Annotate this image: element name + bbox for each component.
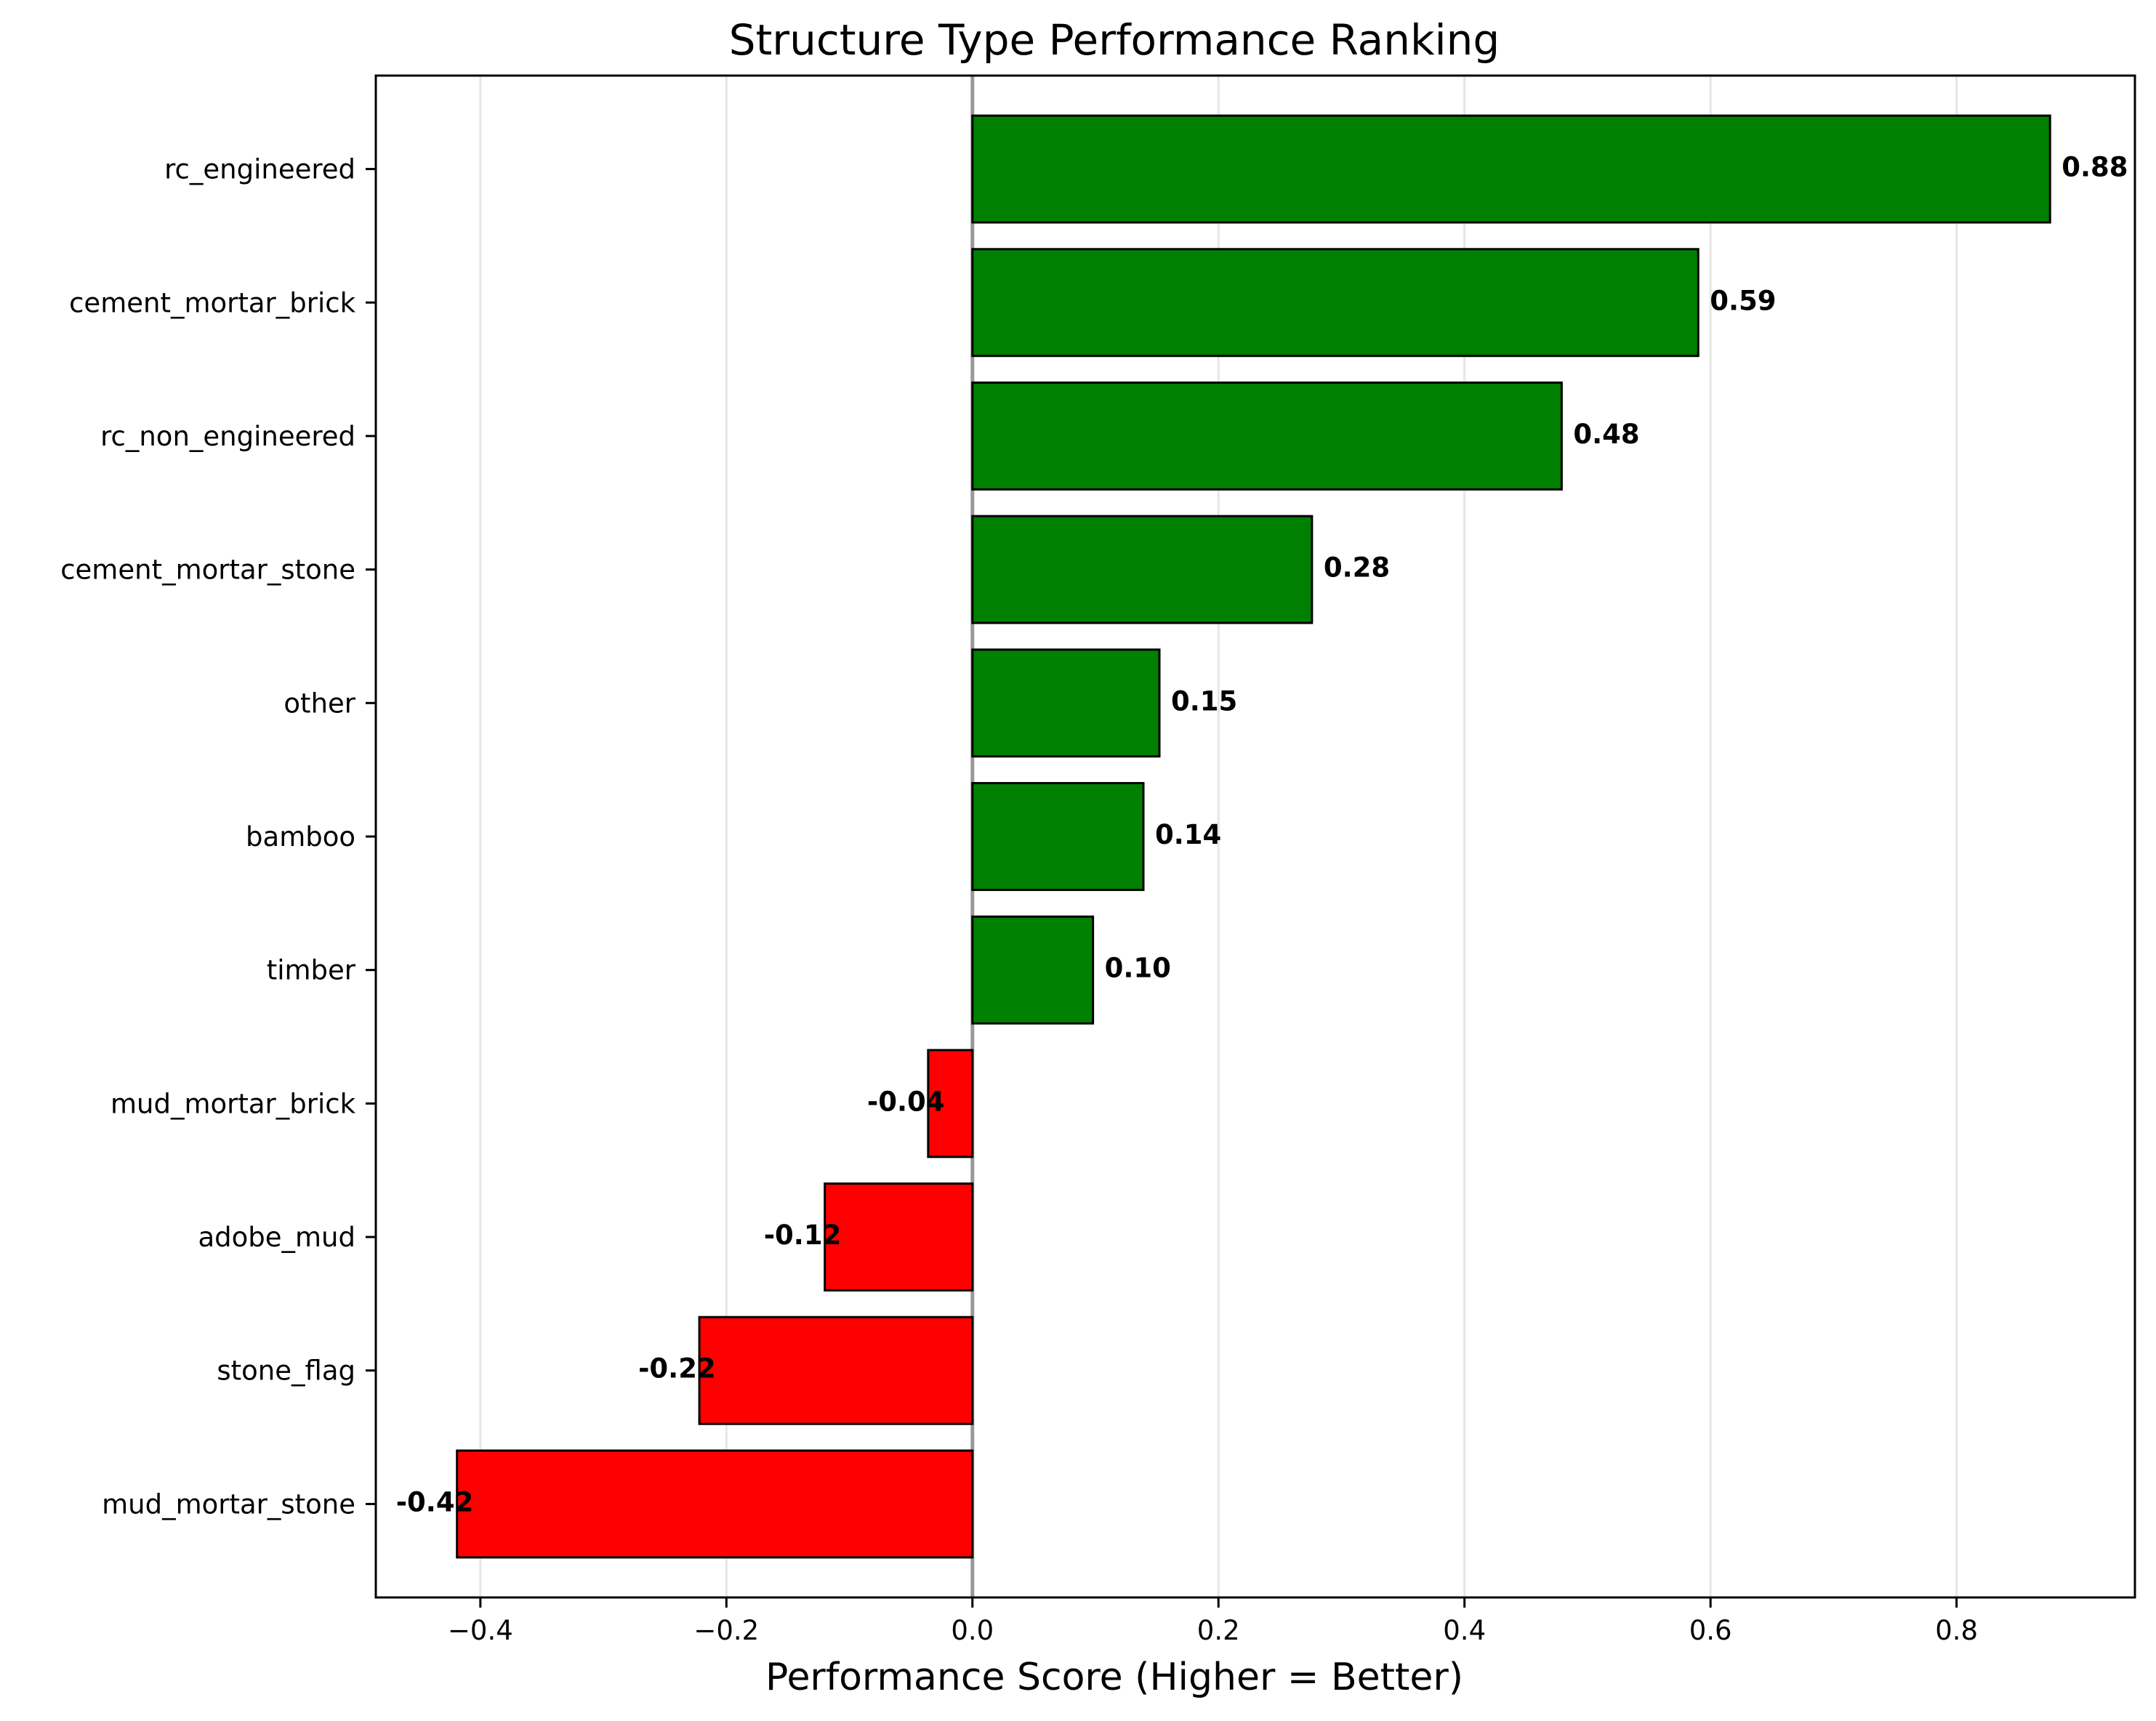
chart-title: Structure Type Performance Ranking [729,15,1500,65]
bar-rc_non_engineered [971,381,1563,491]
x-tick-label: −0.4 [448,1615,513,1646]
y-tick-label: adobe_mud [198,1222,355,1253]
y-tick-label: mud_mortar_brick [110,1088,356,1119]
data-label: 0.59 [1710,285,1776,316]
bar-mud_mortar_stone [456,1449,974,1559]
x-tick-label: −0.2 [693,1615,759,1646]
bar-cement_mortar_stone [971,515,1314,624]
x-tick-label: 0.6 [1689,1615,1732,1646]
data-label: -0.12 [764,1220,842,1251]
bar-adobe_mud [824,1182,974,1292]
y-tick-label: stone_flag [217,1355,355,1387]
y-tick-label: bamboo [246,821,355,853]
x-tick-label: 0.2 [1197,1615,1240,1646]
data-label: -0.42 [396,1486,474,1518]
plot-frame [374,74,2136,1599]
bar-bamboo [971,782,1145,891]
bars [456,114,2051,1559]
data-label: 0.10 [1105,953,1171,984]
data-label: 0.15 [1171,685,1237,717]
x-tick-label: 0.4 [1443,1615,1486,1646]
y-tick-label: mud_mortar_stone [102,1488,355,1520]
data-label: 0.48 [1573,419,1639,450]
y-tick-label: cement_mortar_brick [69,287,355,318]
y-tick-label: rc_engineered [164,154,355,185]
bar-cement_mortar_brick [971,248,1700,358]
axes: rc_engineered cement_mortar_brick rc_non_e… [60,74,2136,1646]
x-tick-label: 0.8 [1935,1615,1978,1646]
data-label: -0.22 [638,1353,716,1385]
y-tick-label: timber [267,955,356,986]
bar-timber [971,915,1095,1025]
bar-other [971,648,1161,758]
data-labels: 0.88 0.59 0.48 0.28 0.15 0.14 0.10 -0.04 -0.12 -0… [396,152,2128,1518]
y-tick-label: rc_non_engineered [100,421,355,452]
data-label: -0.04 [867,1086,945,1117]
y-tick-label: other [283,688,355,719]
y-tick-label: cement_mortar_stone [60,555,355,586]
bar-stone_flag [698,1315,974,1425]
data-label: 0.14 [1155,819,1221,850]
x-axis-label: Performance Score (Higher = Better) [765,1656,1463,1699]
x-tick-label: 0.0 [951,1615,994,1646]
data-label: 0.28 [1324,552,1390,584]
data-label: 0.88 [2062,152,2128,183]
bar-mud_mortar_brick [927,1049,974,1158]
bar-rc_engineered [971,114,2051,224]
